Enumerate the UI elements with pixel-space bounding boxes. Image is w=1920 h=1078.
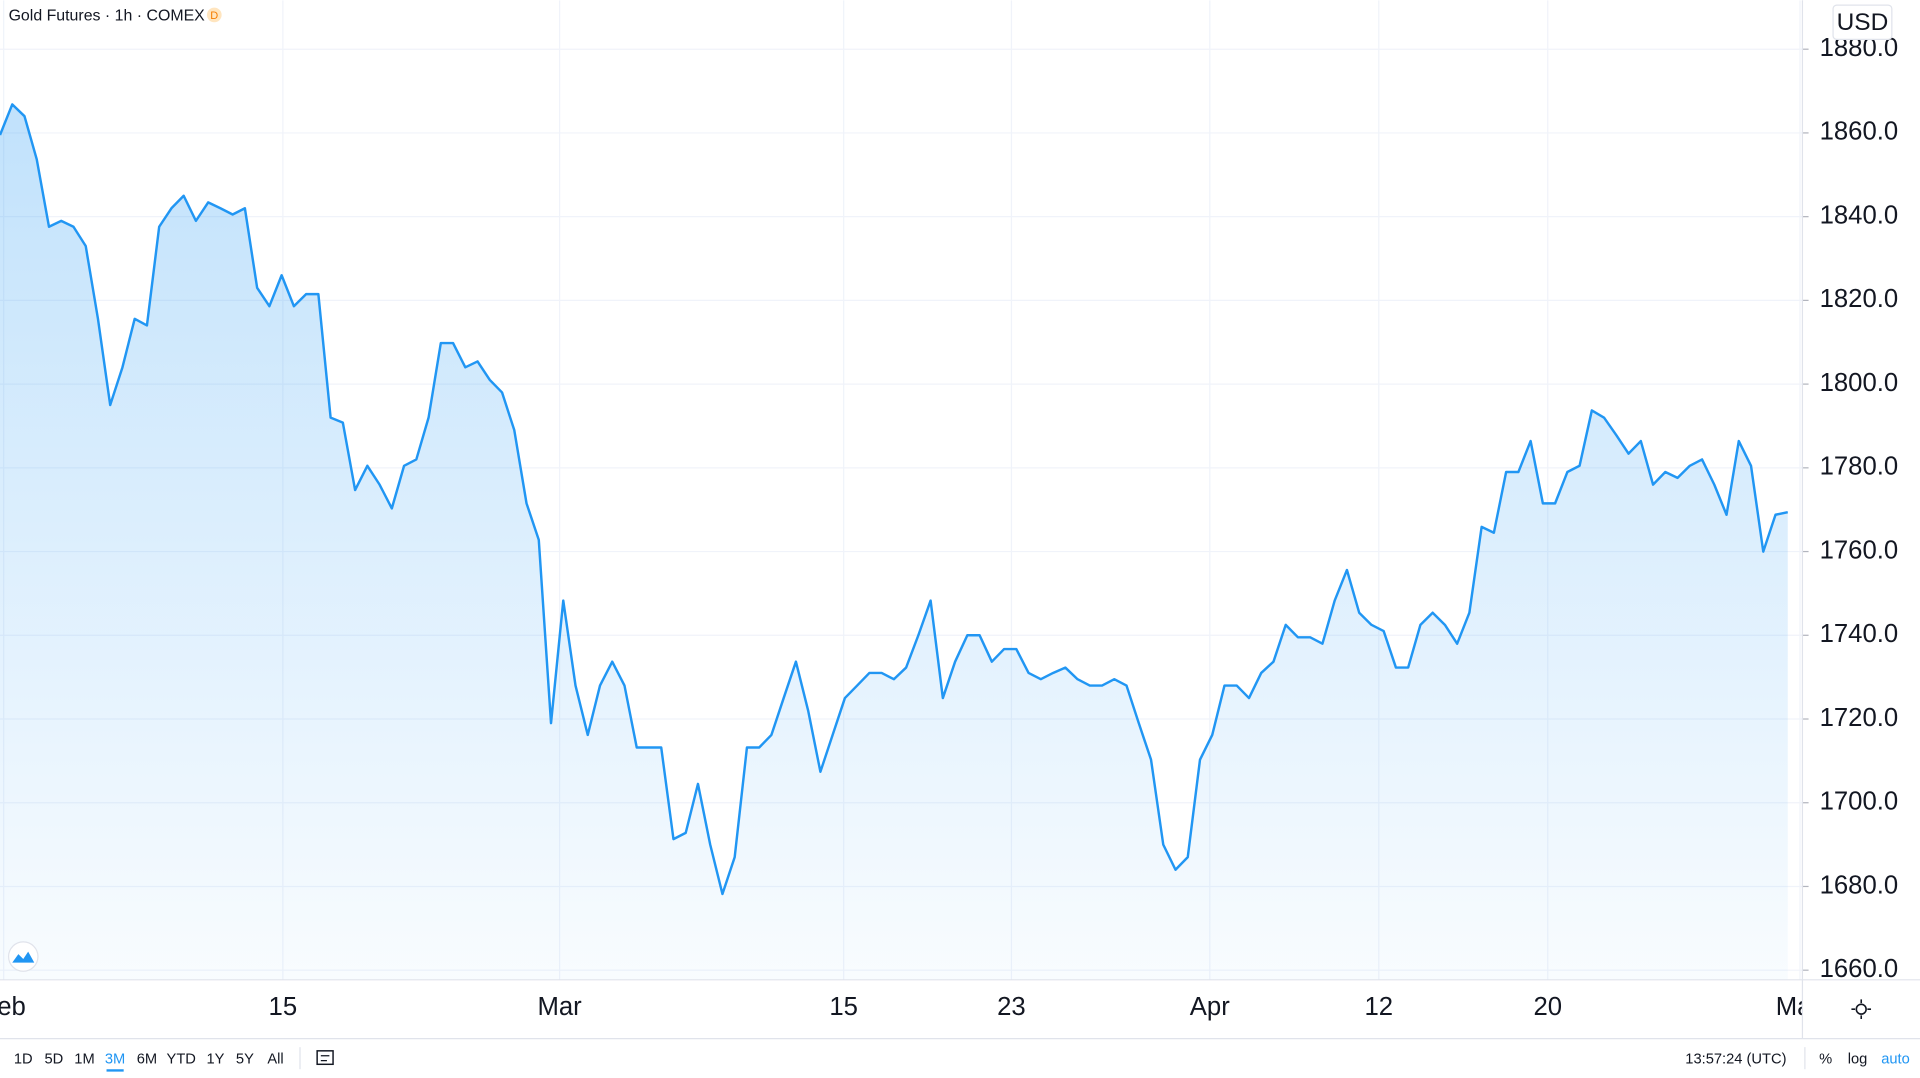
settings-icon[interactable] xyxy=(1851,999,1872,1019)
logo-bg xyxy=(7,941,39,972)
y-tick-label: 1780.0 xyxy=(1820,453,1899,481)
y-tick-label: 1740.0 xyxy=(1820,620,1899,648)
y-tick-label: 1680.0 xyxy=(1820,871,1899,899)
badge: D xyxy=(210,10,218,22)
price-line xyxy=(0,103,1789,896)
currency-box xyxy=(1832,4,1893,41)
range-button[interactable]: 6M xyxy=(137,1051,157,1067)
area-fill xyxy=(0,104,1788,980)
range-button[interactable]: All xyxy=(267,1051,283,1067)
date-range-icon[interactable] xyxy=(316,1050,334,1066)
logo xyxy=(12,951,35,963)
badge-bg xyxy=(206,7,222,23)
y-tick-label: 1700.0 xyxy=(1820,788,1899,816)
scale-button[interactable]: log xyxy=(1848,1051,1868,1067)
x-tick-label: Mar xyxy=(537,993,582,1021)
range-button[interactable]: 1M xyxy=(74,1051,94,1067)
y-tick-label: 1720.0 xyxy=(1820,704,1899,732)
x-tick-label: Feb xyxy=(0,993,26,1021)
x-tick-label: 15 xyxy=(269,993,298,1021)
y-tick-label: 1760.0 xyxy=(1820,536,1899,564)
y-tick-label: 1840.0 xyxy=(1820,201,1899,229)
y-tick-label: 1660.0 xyxy=(1820,955,1899,983)
y-tick-label: 1860.0 xyxy=(1820,118,1899,146)
range-button[interactable]: 5D xyxy=(44,1051,63,1067)
x-tick-label: 12 xyxy=(1364,993,1393,1021)
range-button[interactable]: 3M xyxy=(105,1051,125,1067)
scale-button[interactable]: % xyxy=(1819,1051,1832,1067)
y-tick-label: 1800.0 xyxy=(1820,369,1899,397)
x-tick-label: Apr xyxy=(1190,993,1230,1021)
x-tick-label: 15 xyxy=(829,993,858,1021)
range-button[interactable]: YTD xyxy=(167,1051,196,1067)
range-button[interactable]: 1D xyxy=(14,1051,33,1067)
range-button[interactable]: 5Y xyxy=(236,1051,254,1067)
x-tick-label: 20 xyxy=(1533,993,1562,1021)
symbol-title: Gold Futures · 1h · COMEX xyxy=(9,7,206,24)
clock: 13:57:24 (UTC) xyxy=(1685,1051,1786,1067)
scale-button[interactable]: auto xyxy=(1881,1051,1910,1067)
x-tick-label: 23 xyxy=(997,993,1026,1021)
range-button[interactable]: 1Y xyxy=(207,1051,225,1067)
x-tick-label: May xyxy=(1776,993,1825,1021)
currency: USD xyxy=(1837,9,1889,36)
y-tick-label: 1820.0 xyxy=(1820,285,1899,313)
